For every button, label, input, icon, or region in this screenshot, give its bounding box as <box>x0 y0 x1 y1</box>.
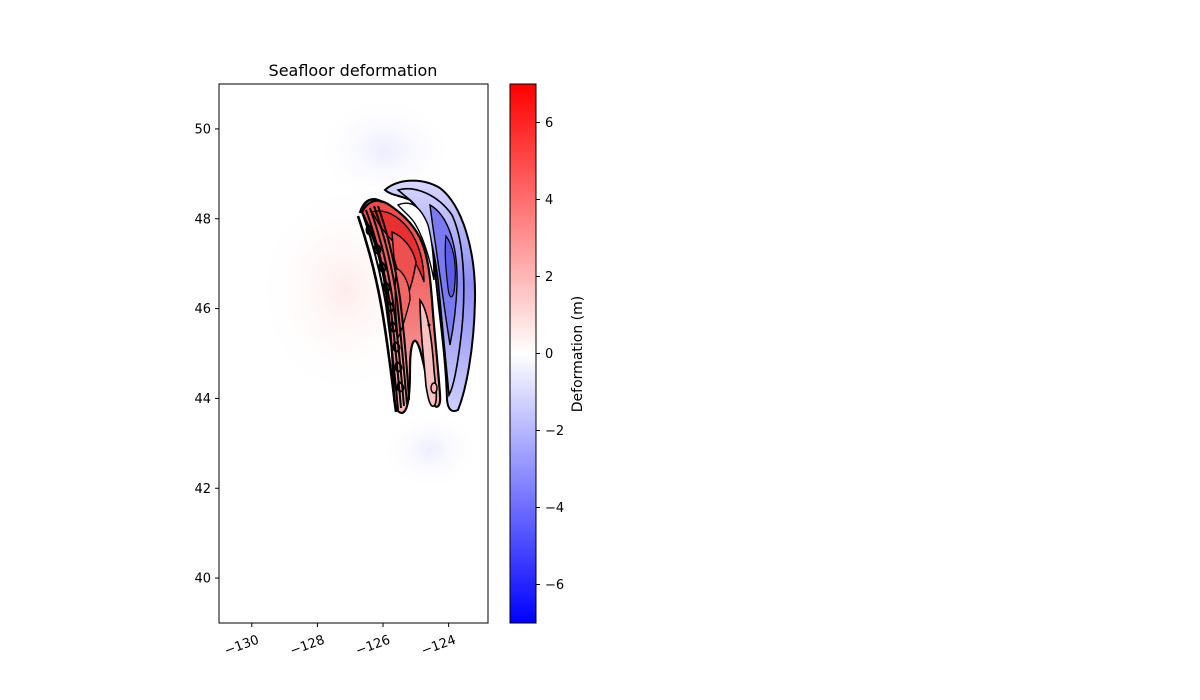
subsidence-contour-core <box>444 234 456 298</box>
colorbar-tick-label: −6 <box>545 578 564 593</box>
faint-subsidence-haze-south <box>380 410 480 490</box>
colorbar-gradient <box>509 83 537 624</box>
point-contour <box>427 323 431 327</box>
y-tick-label: 46 <box>194 302 211 317</box>
small-closed-contour <box>430 382 438 394</box>
deformation-field <box>255 95 480 490</box>
map-axes: 40 42 44 46 48 50 −130 −128 −126 −124 Seafloor d… <box>194 61 489 659</box>
uplift-tail <box>419 297 438 408</box>
colorbar-ticks: −6 −4 −2 0 2 4 6 <box>536 116 564 593</box>
zero-crossing-gap <box>396 202 435 281</box>
y-tick-label: 50 <box>194 122 211 137</box>
y-tick-label: 48 <box>194 212 211 227</box>
colorbar-label: Deformation (m) <box>570 296 586 412</box>
colorbar-tick-label: 4 <box>545 193 553 208</box>
x-tick-label: −128 <box>288 633 327 659</box>
colorbar-tick-label: 6 <box>545 116 553 131</box>
dense-contour-cluster <box>361 205 410 411</box>
y-tick-label: 42 <box>194 482 211 497</box>
x-tick-label: −124 <box>419 633 458 659</box>
y-axis: 40 42 44 46 48 50 <box>194 122 219 587</box>
chart-title: Seafloor deformation <box>269 61 438 80</box>
x-tick-label: −130 <box>222 633 261 659</box>
uplift-boundary-west <box>356 198 398 413</box>
faint-subsidence-haze-north <box>315 95 455 205</box>
colorbar-tick-label: 0 <box>545 347 553 362</box>
colorbar-tick-label: −4 <box>545 501 564 516</box>
colorbar-tick-label: −2 <box>545 424 564 439</box>
subsidence-contour-inner-2 <box>429 203 458 346</box>
axes-frame <box>218 83 489 624</box>
y-tick-label: 44 <box>194 392 211 407</box>
subsidence-contour-inner-1 <box>396 188 465 398</box>
x-tick-label: −126 <box>354 633 393 659</box>
colorbar-tick-label: 2 <box>545 270 553 285</box>
x-axis: −130 −128 −126 −124 <box>222 623 458 659</box>
y-tick-label: 40 <box>194 572 211 587</box>
colorbar: −6 −4 −2 0 2 4 6 Deformation (m) <box>509 83 586 624</box>
